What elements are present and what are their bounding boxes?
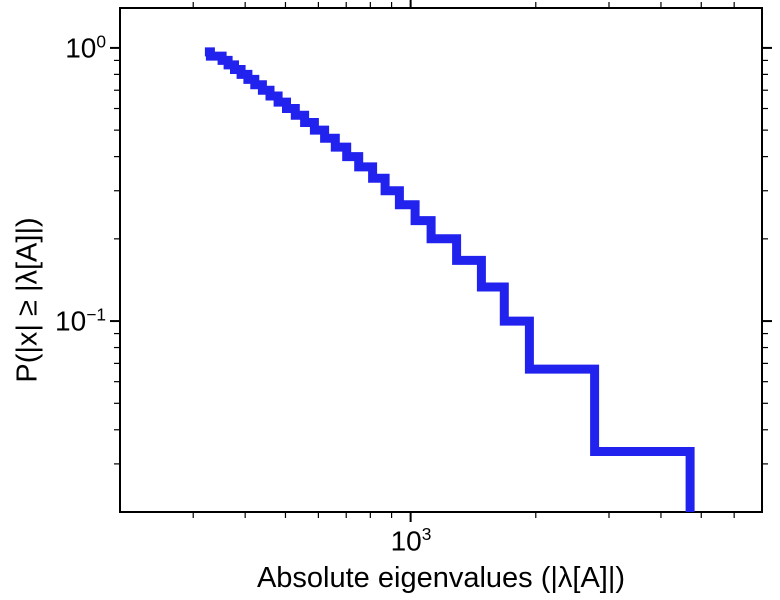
y-tick-base: 10 [65,32,97,64]
ccdf-step-line [204,47,695,512]
y-tick-exponent: −1 [86,304,106,325]
y-axis-label: P(|x| ≥ |λ[A]|) [11,217,44,383]
y-tick-exponent: 0 [96,31,106,52]
x-tick-base: 10 [390,525,422,557]
y-tick-label-1e-1: 10−1 [55,304,106,337]
axes-frame [119,7,763,513]
y-tick-base: 10 [55,305,87,337]
x-axis-label: Absolute eigenvalues (|λ[A]|) [256,562,626,594]
y-tick-label-1e0: 100 [65,31,106,64]
x-tick-label-1e3: 103 [390,524,432,557]
x-tick-exponent: 3 [421,524,432,544]
